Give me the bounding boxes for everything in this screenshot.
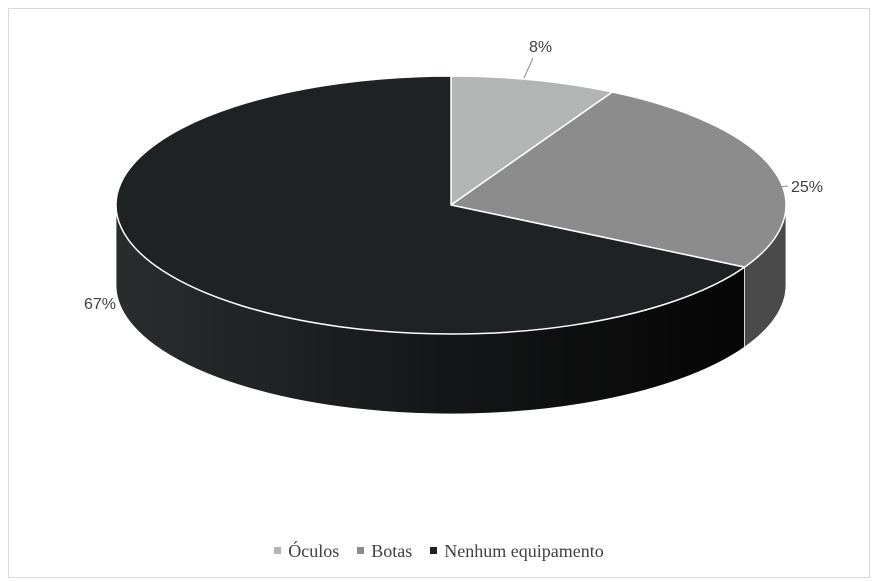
pie-slice-nenhum-equipamento <box>115 75 746 335</box>
legend-item-nenhum-equipamento: Nenhum equipamento <box>430 541 604 562</box>
pie-slice-botas <box>450 91 787 268</box>
leader-line-oculos <box>523 57 534 79</box>
legend-swatch-nenhum-equipamento <box>430 547 438 555</box>
legend-swatch-botas <box>357 547 365 555</box>
legend-item-botas: Botas <box>357 541 412 562</box>
pie-slice-oculos <box>450 75 614 206</box>
legend: Óculos Botas Nenhum equipamento <box>0 541 878 562</box>
pie-sides <box>115 204 787 415</box>
legend-item-oculos: Óculos <box>274 541 339 562</box>
legend-swatch-oculos <box>274 547 282 555</box>
data-label-botas: 25% <box>791 179 823 196</box>
data-labels: 8% 25% 67% <box>84 39 823 313</box>
pie-tops <box>115 75 787 335</box>
legend-label-nenhum-equipamento: Nenhum equipamento <box>444 541 604 561</box>
legend-label-oculos: Óculos <box>288 541 340 561</box>
leader-line-botas <box>769 185 789 189</box>
data-label-nenhum-equipamento: 67% <box>84 296 116 313</box>
legend-label-botas: Botas <box>371 541 413 561</box>
data-label-oculos: 8% <box>529 39 552 56</box>
